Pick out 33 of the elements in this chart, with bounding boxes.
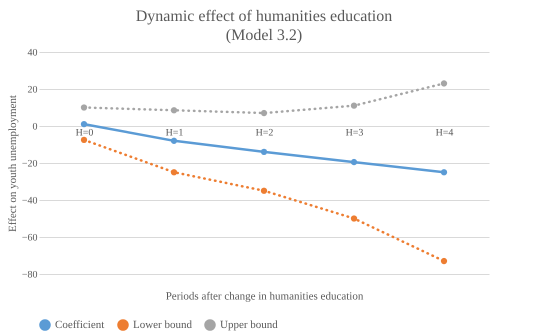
- legend-label: Coefficient: [55, 319, 104, 331]
- legend-label: Upper bound: [220, 319, 278, 331]
- point: [80, 104, 88, 111]
- point: [350, 102, 358, 109]
- legend-label: Lower bound: [133, 319, 192, 331]
- x-tick-label: H=3: [346, 128, 364, 138]
- point: [260, 110, 268, 116]
- y-tick-label: −60: [22, 232, 38, 244]
- point: [440, 258, 448, 264]
- y-tick-label: −20: [22, 158, 38, 170]
- chart-title: Dynamic effect of humanities education (Model 3.2): [136, 8, 392, 44]
- point: [80, 136, 88, 144]
- y-tick-label: −40: [22, 196, 38, 206]
- x-tick-label: H=4: [436, 128, 454, 138]
- point: [80, 120, 88, 128]
- point: [440, 80, 448, 87]
- x-tick-label: H=2: [256, 128, 274, 138]
- point: [350, 158, 358, 166]
- y-tick-label: 20: [28, 84, 38, 96]
- y-axis-title: Effect on youth unemployment: [6, 95, 19, 232]
- x-axis-title: Periods after change in humanities education: [166, 290, 364, 302]
- point: [170, 138, 178, 144]
- point: [260, 148, 268, 156]
- x-tick-label: H=0: [76, 128, 94, 138]
- y-tick-label: −80: [22, 270, 38, 280]
- point: [260, 188, 268, 194]
- point: [350, 215, 358, 222]
- y-tick-label: 40: [28, 48, 38, 58]
- point: [170, 107, 178, 114]
- y-tick-label: 0: [32, 122, 38, 132]
- point: [170, 169, 178, 176]
- point: [440, 169, 448, 176]
- x-tick-label: H=1: [166, 128, 184, 138]
